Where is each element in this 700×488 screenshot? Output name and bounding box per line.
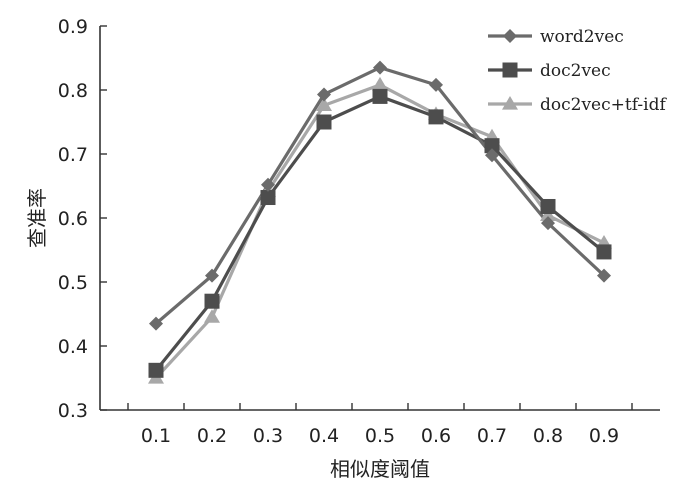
x-tick-label: 0.2 — [197, 425, 227, 447]
x-tick-label: 0.3 — [253, 425, 283, 447]
y-tick-label: 0.5 — [58, 272, 88, 294]
data-point-square — [484, 138, 500, 154]
data-point-square — [148, 362, 164, 378]
data-point-triangle — [540, 207, 556, 222]
x-tick-label: 0.9 — [589, 425, 619, 447]
y-tick-label: 0.3 — [58, 400, 88, 422]
data-point-triangle — [372, 76, 388, 91]
y-tick-label: 0.7 — [58, 144, 88, 166]
data-point-square — [316, 114, 332, 130]
x-tick-label: 0.1 — [141, 425, 171, 447]
series-line-triangle — [154, 83, 605, 380]
data-point-square — [260, 190, 276, 206]
data-point-square — [204, 293, 220, 309]
y-tick-label: 0.4 — [58, 336, 88, 358]
data-point-diamond — [317, 87, 331, 102]
x-axis-title: 相似度阈值 — [330, 457, 430, 481]
data-point-square — [540, 198, 556, 214]
x-tick-label: 0.4 — [309, 425, 339, 447]
data-point-square — [428, 109, 444, 125]
data-point-diamond — [541, 216, 555, 231]
y-axis-title: 查准率 — [25, 188, 49, 248]
data-point-diamond — [149, 316, 163, 331]
y-tick-label: 0.6 — [58, 208, 88, 230]
legend-label: word2vec — [540, 27, 624, 47]
data-point-triangle — [316, 97, 332, 111]
data-point-square — [596, 244, 612, 260]
data-point-square — [372, 88, 388, 104]
x-tick-label: 0.7 — [477, 425, 507, 447]
y-tick-label: 0.9 — [58, 16, 88, 38]
data-point-diamond — [429, 77, 443, 92]
legend-marker-triangle — [502, 96, 518, 110]
data-point-diamond — [373, 60, 387, 75]
legend-marker-square — [502, 62, 518, 78]
data-point-diamond — [597, 268, 611, 283]
legend-marker-diamond — [503, 29, 517, 43]
series-line-square — [154, 94, 606, 372]
x-tick-label: 0.8 — [533, 425, 563, 447]
data-point-diamond — [261, 177, 275, 192]
data-point-triangle — [204, 309, 220, 323]
legend-label: doc2vec+tf-idf — [540, 95, 667, 115]
data-point-diamond — [485, 148, 499, 163]
y-tick-label: 0.8 — [58, 80, 88, 102]
x-tick-label: 0.6 — [421, 425, 451, 447]
legend-label: doc2vec — [540, 61, 611, 81]
x-tick-label: 0.5 — [365, 425, 395, 447]
data-point-diamond — [205, 268, 219, 283]
